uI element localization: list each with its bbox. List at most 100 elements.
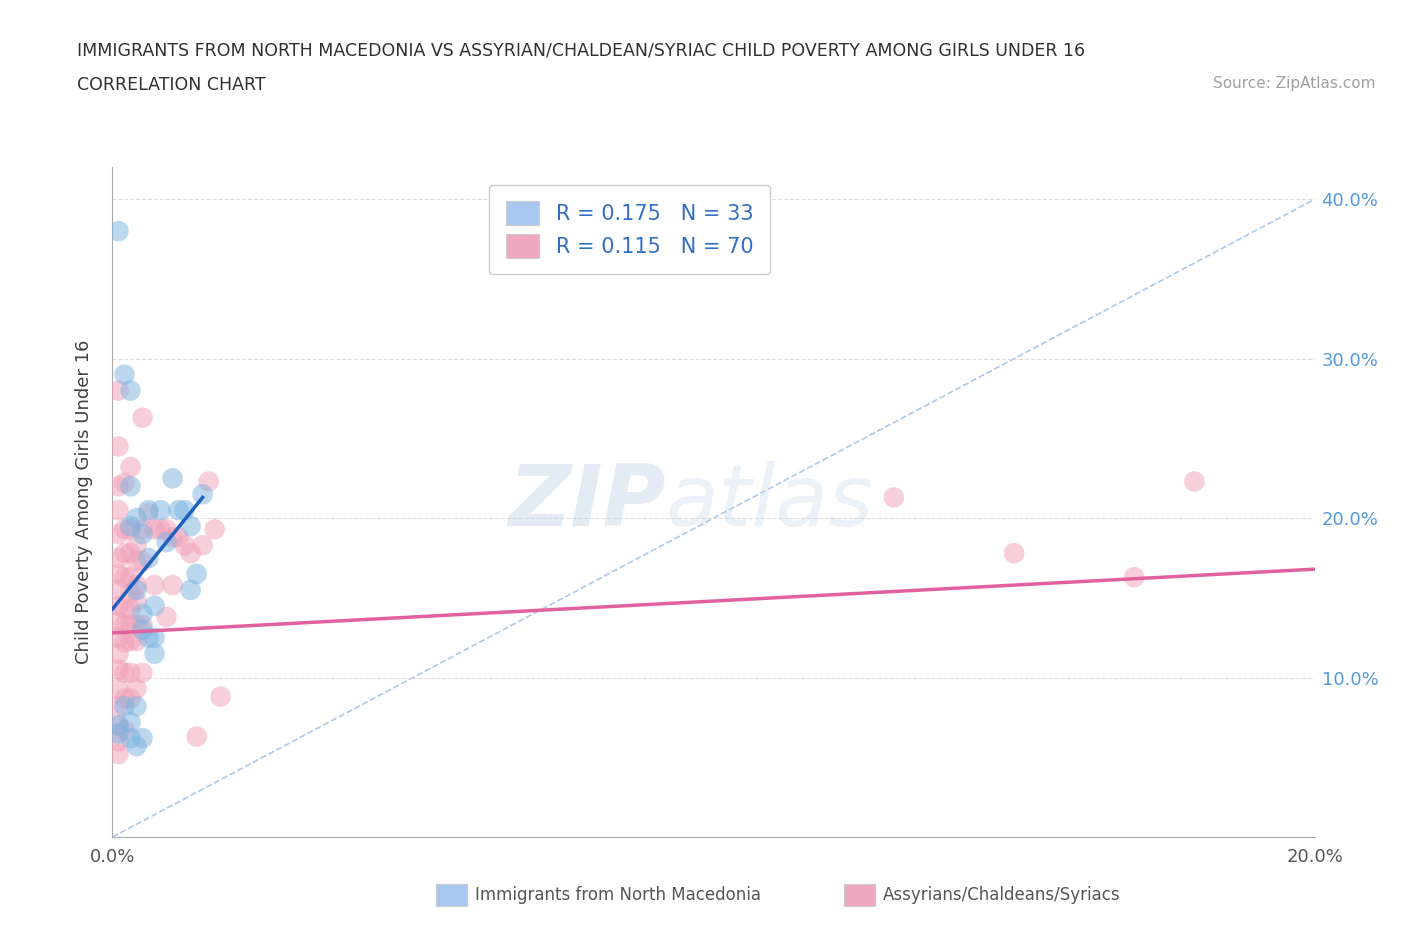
Point — [107, 526, 129, 541]
Point — [167, 503, 190, 518]
Point — [180, 519, 202, 534]
Point — [131, 522, 153, 537]
Point — [125, 553, 148, 568]
Point — [125, 511, 148, 525]
Text: Source: ZipAtlas.com: Source: ZipAtlas.com — [1212, 76, 1375, 91]
Point — [167, 530, 190, 545]
Point — [197, 474, 219, 489]
Point — [120, 479, 142, 494]
Point — [114, 602, 136, 617]
Point — [143, 598, 166, 613]
Point — [1123, 570, 1146, 585]
Point — [143, 631, 166, 645]
Point — [120, 522, 142, 537]
Text: atlas: atlas — [665, 460, 873, 544]
Point — [107, 224, 129, 239]
Point — [155, 609, 177, 624]
Point — [125, 582, 148, 597]
Point — [143, 522, 166, 537]
Point — [114, 618, 136, 632]
Point — [114, 367, 136, 382]
Point — [204, 522, 226, 537]
Point — [120, 383, 142, 398]
Text: IMMIGRANTS FROM NORTH MACEDONIA VS ASSYRIAN/CHALDEAN/SYRIAC CHILD POVERTY AMONG : IMMIGRANTS FROM NORTH MACEDONIA VS ASSYR… — [77, 42, 1085, 60]
Point — [107, 598, 129, 613]
Point — [1002, 546, 1025, 561]
Point — [120, 691, 142, 706]
Point — [131, 665, 153, 680]
Point — [107, 718, 129, 733]
Point — [131, 622, 153, 637]
Point — [138, 631, 160, 645]
Point — [125, 698, 148, 713]
Point — [107, 682, 129, 697]
Point — [107, 582, 129, 597]
Point — [186, 566, 208, 581]
Point — [125, 593, 148, 608]
Point — [107, 479, 129, 494]
Point — [125, 682, 148, 697]
Point — [131, 553, 153, 568]
Point — [883, 490, 905, 505]
Point — [107, 615, 129, 630]
Point — [107, 551, 129, 565]
Point — [114, 691, 136, 706]
Point — [138, 551, 160, 565]
Point — [107, 566, 129, 581]
Point — [173, 538, 195, 552]
Text: CORRELATION CHART: CORRELATION CHART — [77, 76, 266, 94]
Point — [125, 538, 148, 552]
Point — [209, 689, 232, 704]
Point — [120, 633, 142, 648]
Y-axis label: Child Poverty Among Girls Under 16: Child Poverty Among Girls Under 16 — [75, 340, 93, 664]
Point — [131, 410, 153, 425]
Point — [173, 503, 195, 518]
Point — [120, 602, 142, 617]
Point — [107, 662, 129, 677]
Point — [120, 618, 142, 632]
Point — [114, 698, 136, 713]
Point — [138, 503, 160, 518]
Point — [107, 747, 129, 762]
Point — [125, 578, 148, 592]
Point — [114, 546, 136, 561]
Point — [191, 486, 214, 501]
Point — [107, 503, 129, 518]
Point — [114, 522, 136, 537]
Point — [143, 646, 166, 661]
Point — [131, 731, 153, 746]
Text: Assyrians/Chaldeans/Syriacs: Assyrians/Chaldeans/Syriacs — [883, 885, 1121, 904]
Point — [162, 578, 184, 592]
Point — [138, 506, 160, 521]
Point — [107, 646, 129, 661]
Point — [180, 582, 202, 597]
Point — [114, 570, 136, 585]
Point — [120, 665, 142, 680]
Point — [131, 606, 153, 621]
Point — [149, 522, 172, 537]
Legend: R = 0.175   N = 33, R = 0.115   N = 70: R = 0.175 N = 33, R = 0.115 N = 70 — [489, 184, 770, 274]
Point — [1184, 474, 1206, 489]
Point — [107, 439, 129, 454]
Point — [120, 570, 142, 585]
Point — [180, 546, 202, 561]
Point — [149, 503, 172, 518]
Point — [162, 471, 184, 485]
Text: ZIP: ZIP — [508, 460, 665, 544]
Point — [155, 522, 177, 537]
Point — [114, 635, 136, 650]
Point — [107, 718, 129, 733]
Point — [107, 726, 129, 741]
Point — [120, 715, 142, 730]
Text: Immigrants from North Macedonia: Immigrants from North Macedonia — [475, 885, 761, 904]
Point — [162, 530, 184, 545]
Point — [125, 738, 148, 753]
Point — [120, 519, 142, 534]
Point — [107, 698, 129, 713]
Point — [114, 475, 136, 490]
Point — [114, 665, 136, 680]
Point — [125, 633, 148, 648]
Point — [107, 734, 129, 749]
Point — [114, 723, 136, 737]
Point — [107, 383, 129, 398]
